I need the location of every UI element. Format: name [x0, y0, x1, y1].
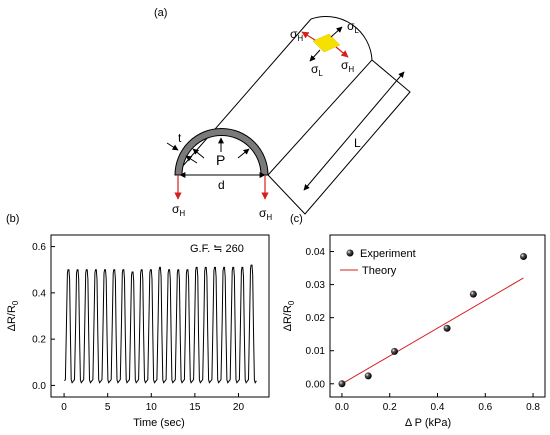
- plot-c-ytick-label: 0.00: [306, 379, 326, 390]
- long-stress-arrow-up: [330, 26, 343, 38]
- plot-c-xtick-label: 0.8: [526, 402, 540, 413]
- experiment-point: [391, 347, 398, 355]
- panel-a-label: (a): [154, 7, 167, 19]
- experiment-point: [443, 324, 451, 332]
- diameter-label: d: [218, 178, 225, 192]
- long-stress-label-bottom: σL: [311, 62, 323, 78]
- experiment-point: [338, 380, 346, 388]
- pressure-label: P: [216, 152, 225, 168]
- pipe-wall: [174, 128, 269, 176]
- experiment-point: [520, 252, 527, 260]
- long-stress-label-top: σL: [347, 19, 359, 35]
- plot-b-xtick-label: 10: [146, 402, 158, 413]
- plot-c-ytick-label: 0.04: [306, 247, 326, 258]
- legend-experiment-marker: [346, 249, 354, 257]
- plot-b-ytick-label: 0.6: [32, 242, 46, 253]
- hoop-stress-label-right: σH: [259, 206, 272, 222]
- plot-c-xtick-label: 0.6: [478, 402, 492, 413]
- legend-experiment-label: Experiment: [360, 248, 416, 260]
- resistance-trace: [64, 264, 257, 384]
- hoop-stress-label-top-left: σH: [290, 27, 303, 43]
- panel-b-chart: (b) 0 5 10 15 20 0.0 0.2 0.4 0.6 G.F. ≒ 260 Time…: [6, 213, 270, 429]
- plot-c-ylabel: ΔR/R0: [282, 300, 296, 331]
- plot-b-ylabel: ΔR/R0: [6, 300, 20, 331]
- plot-b-xlabel: Time (sec): [133, 417, 185, 429]
- length-label: L: [354, 136, 361, 150]
- legend-theory-label: Theory: [362, 265, 397, 277]
- pressure-arrow-left: [192, 148, 205, 159]
- plot-c-ytick-label: 0.03: [306, 280, 326, 291]
- plot-c-xtick-label: 0.0: [335, 402, 349, 413]
- plot-b-ytick-label: 0.4: [32, 288, 46, 299]
- plot-c-ytick-label: 0.01: [306, 346, 326, 357]
- experiment-point: [364, 372, 372, 380]
- thickness-arrow-inner: [185, 155, 198, 164]
- plot-c-ytick-label: 0.02: [306, 313, 326, 324]
- hoop-stress-arrow-top-left: [301, 31, 316, 41]
- gauge-factor-annotation: G.F. ≒ 260: [190, 243, 244, 255]
- panel-c-label: (c): [290, 213, 303, 225]
- cylinder-far-end: [267, 15, 373, 176]
- plot-b-xtick-label: 0: [61, 402, 67, 413]
- theory-line: [341, 277, 524, 385]
- pressure-arrow-right: [237, 148, 250, 159]
- plot-c-xlabel: Δ P (kPa): [405, 417, 451, 429]
- plot-c-xtick-label: 0.2: [383, 402, 397, 413]
- plot-b-ytick-label: 0.0: [32, 381, 46, 392]
- plot-b-xtick-label: 15: [189, 402, 201, 413]
- hoop-stress-label-left: σH: [172, 202, 185, 218]
- panel-c-chart: (c) 0.0 0.2 0.4 0.6 0.80.000.010.020.030.04 …: [282, 213, 546, 429]
- panel-b-label: (b): [6, 213, 19, 225]
- hoop-stress-arrow-top-right: [335, 46, 349, 58]
- thickness-label: t: [178, 131, 182, 145]
- experiment-point: [469, 290, 477, 298]
- plot-b-ytick-label: 0.2: [32, 335, 46, 346]
- hoop-stress-label-top-right: σH: [341, 58, 354, 74]
- cylinder-near-side: [267, 59, 411, 215]
- sensor-patch: [312, 33, 341, 53]
- long-stress-arrow-down: [309, 49, 321, 62]
- panel-a-diagram: (a) L d t P σH σH σH σL σL: [154, 7, 411, 222]
- length-dimension: [303, 71, 405, 191]
- plot-b-xtick-label: 20: [233, 402, 245, 413]
- plot-b-xtick-label: 5: [105, 402, 111, 413]
- plot-b-frame: [50, 234, 270, 398]
- plot-c-xtick-label: 0.4: [431, 402, 445, 413]
- thickness-arrow-outer: [166, 142, 179, 151]
